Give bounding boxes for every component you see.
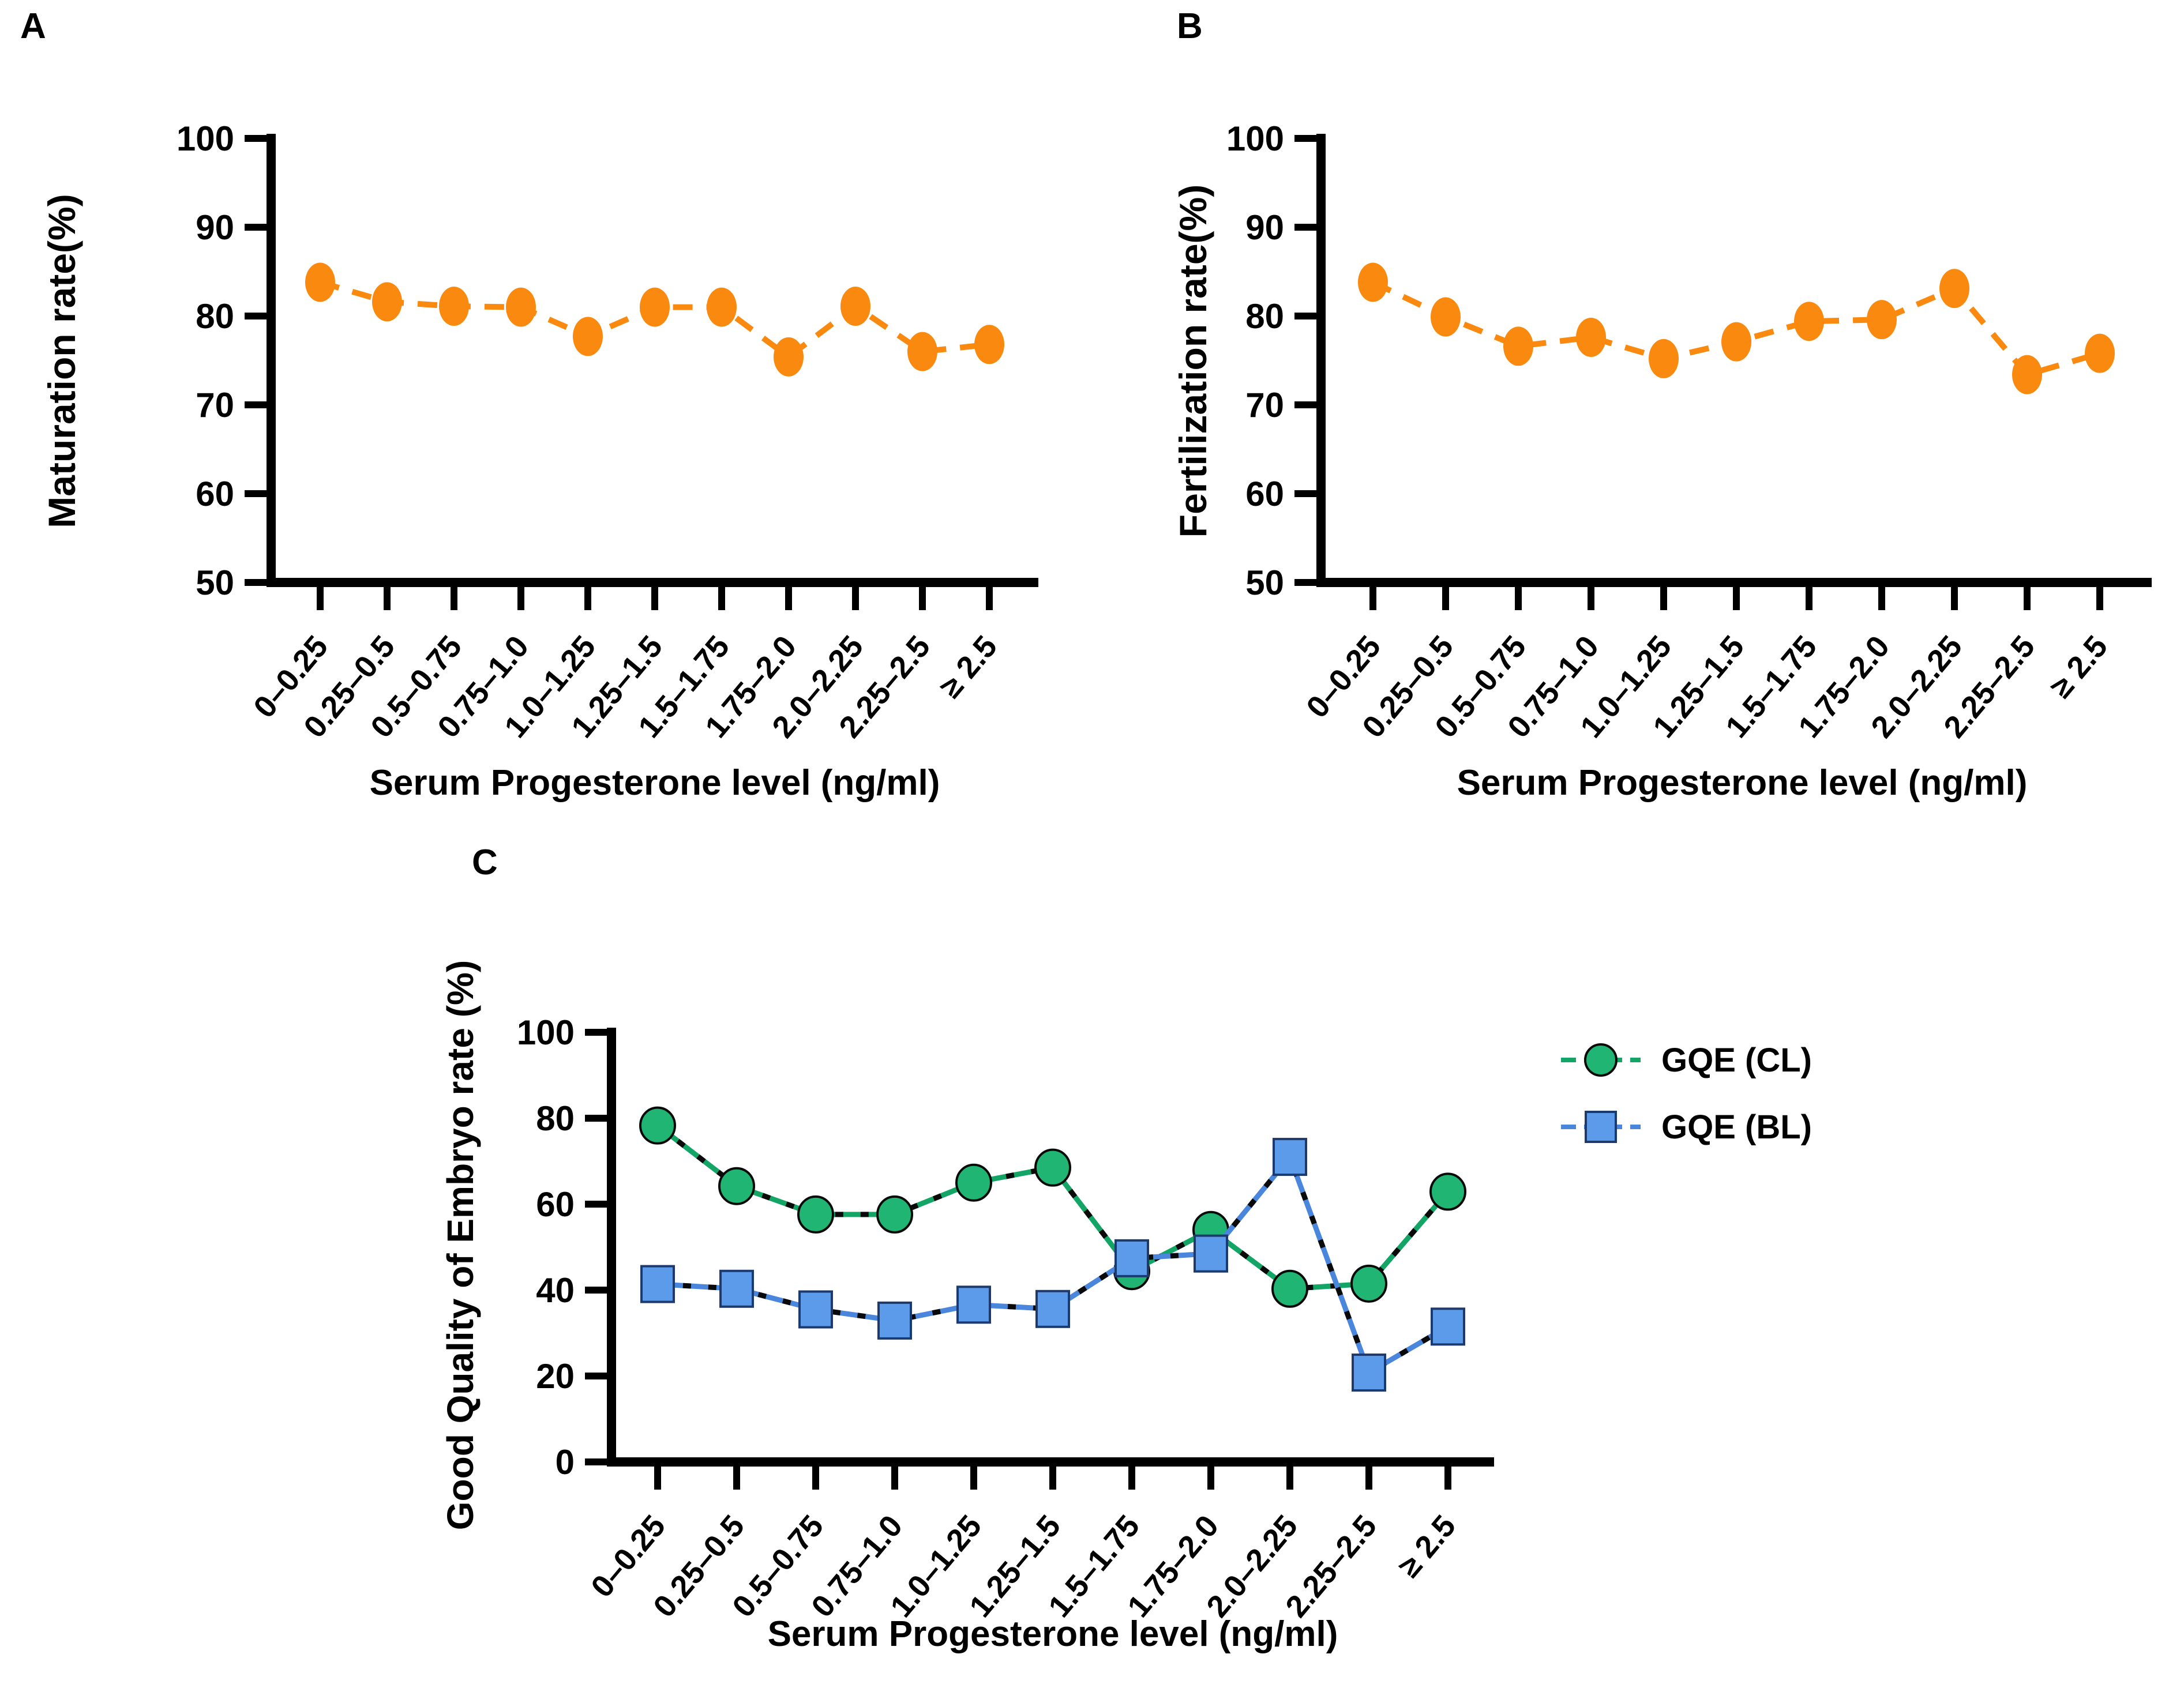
y-axis-title-maturation: Maturation rate(%) [40,194,83,528]
x-tick-label: ≥ 2.5 [2043,629,2114,704]
data-point-marker-fertilization-rate [1794,302,1824,341]
panel-a-label: A [20,6,47,46]
y-tick-label: 50 [1245,563,1284,602]
data-point-marker-fertilization-rate [1721,322,1751,362]
data-point-marker-fertilization-rate [1358,262,1388,302]
y-tick-label: 0 [556,1443,575,1482]
panel-b-label: B [1177,6,1203,46]
data-point-marker-gqe-cl [1271,1269,1308,1308]
data-point-marker-fertilization-rate [2085,333,2115,373]
y-tick-label: 60 [196,475,234,513]
legend-item-gqe-bl: GQE (BL) [1558,1104,1812,1150]
x-axis-title-a: Serum Progesterone level (ng/ml) [369,763,940,803]
y-tick-label: 60 [1245,475,1284,513]
series-line-dash-gqe-bl [657,1152,1450,1377]
y-tick-label: 90 [1245,208,1284,247]
x-axis-title-c: Serum Progesterone level (ng/ml) [767,1614,1338,1654]
data-point-marker-gqe-bl [1352,1354,1386,1392]
data-point-marker-maturation-rate [840,287,870,326]
data-point-marker-maturation-rate [372,282,402,322]
panel-c-label: C [472,843,498,882]
legend-label-bl: GQE (BL) [1661,1108,1812,1146]
data-point-marker-fertilization-rate [1649,339,1679,378]
series-line-dash-gqe-cl [656,1123,1450,1292]
legend-marker-cl-icon [1561,1043,1641,1077]
data-point-marker-gqe-cl [955,1163,992,1202]
data-point-marker-maturation-rate [707,287,737,327]
data-point-marker-gqe-bl [1035,1290,1070,1328]
x-axis-title-b: Serum Progesterone level (ng/ml) [1457,763,2028,803]
legend-circle-marker-cl [1584,1043,1618,1077]
data-point-marker-gqe-bl [798,1290,833,1329]
data-point-marker-maturation-rate [774,337,804,377]
data-point-marker-gqe-cl [797,1195,834,1234]
data-point-marker-gqe-bl [1114,1239,1149,1277]
y-tick-label: 100 [517,1013,575,1052]
data-point-marker-maturation-rate [305,262,335,302]
data-point-marker-gqe-cl [1350,1264,1387,1303]
y-tick-label: 90 [196,208,234,247]
data-point-marker-fertilization-rate [2012,355,2042,394]
data-point-marker-gqe-bl [640,1265,675,1303]
data-point-marker-fertilization-rate [1431,297,1461,337]
y-tick-label: 20 [536,1357,575,1396]
data-point-marker-maturation-rate [907,332,937,371]
data-point-marker-fertilization-rate [1503,326,1533,366]
y-axis-title-gqe: Good Quality of Embryo rate (%) [440,960,481,1531]
data-point-marker-fertilization-rate [1939,269,1969,309]
y-tick-label: 70 [196,386,234,424]
data-point-marker-gqe-bl [719,1269,754,1308]
x-tick-label: ≥ 2.5 [1391,1509,1462,1584]
data-point-marker-fertilization-rate [1576,317,1606,357]
data-point-marker-gqe-bl [956,1285,991,1324]
y-axis-title-fertilization: Fertilization rate(%) [1172,184,1214,538]
y-tick-label: 40 [536,1271,575,1310]
x-tick-label: ≥ 2.5 [933,629,1004,704]
y-tick-label: 70 [1245,386,1284,424]
y-tick-label: 60 [536,1185,575,1224]
data-point-marker-gqe-cl [639,1106,676,1145]
data-point-marker-gqe-cl [876,1195,913,1234]
legend-item-gqe-cl: GQE (CL) [1558,1037,1812,1083]
data-point-marker-gqe-bl [877,1301,912,1340]
y-tick-label: 100 [1226,119,1284,158]
y-tick-label: 80 [536,1099,575,1138]
legend-marker-bl-icon [1561,1111,1641,1143]
legend-label-cl: GQE (CL) [1661,1041,1812,1079]
data-point-marker-gqe-bl [1194,1234,1228,1273]
data-point-marker-maturation-rate [974,325,1004,364]
data-point-marker-gqe-cl [1429,1172,1466,1211]
data-point-marker-gqe-cl [718,1167,755,1205]
legend: GQE (CL) GQE (BL) [1558,1037,1812,1150]
y-tick-label: 80 [196,297,234,336]
y-tick-label: 80 [1245,297,1284,336]
data-point-marker-maturation-rate [439,287,469,326]
data-point-marker-gqe-cl [1034,1148,1071,1187]
data-point-marker-maturation-rate [573,317,603,356]
y-tick-label: 50 [196,563,234,602]
data-point-marker-fertilization-rate [1867,300,1897,340]
legend-square-marker-bl [1585,1111,1617,1143]
y-tick-label: 100 [177,119,234,158]
data-point-marker-gqe-bl [1273,1138,1307,1176]
data-point-marker-maturation-rate [506,287,536,327]
data-point-marker-gqe-bl [1431,1307,1465,1346]
data-point-marker-maturation-rate [640,287,670,327]
